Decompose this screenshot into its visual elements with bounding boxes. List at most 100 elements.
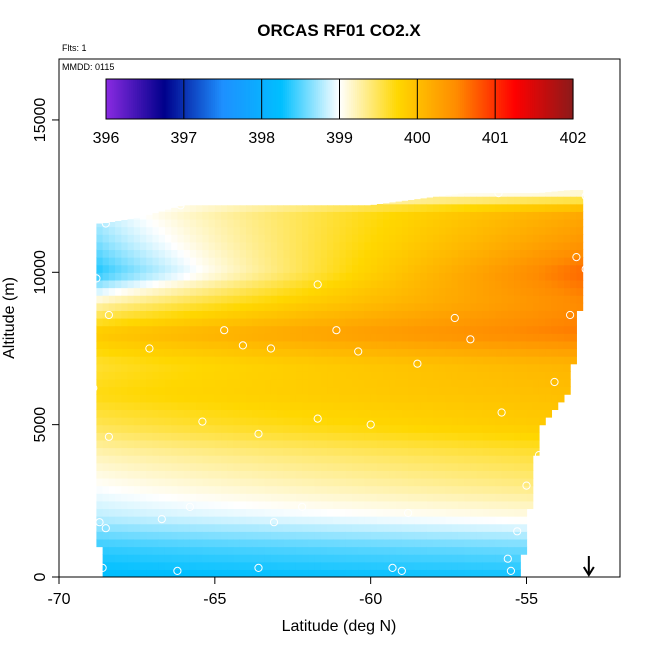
heatmap-cell <box>214 249 222 258</box>
heatmap-cell <box>102 223 110 228</box>
colorbar-segment <box>141 79 144 119</box>
heatmap-cell <box>196 264 203 273</box>
heatmap-cell <box>538 363 546 372</box>
heatmap-cell <box>289 371 297 380</box>
heatmap-cell <box>171 378 179 388</box>
heatmap-cell <box>526 287 534 296</box>
heatmap-cell <box>420 363 428 372</box>
colorbar-segment <box>216 79 220 119</box>
heatmap-cell <box>445 234 453 243</box>
heatmap-cell <box>239 554 247 563</box>
heatmap-cell <box>333 333 341 342</box>
heatmap-cell <box>570 333 577 342</box>
heatmap-cell <box>189 508 197 517</box>
heatmap-cell <box>233 531 241 540</box>
heatmap-cell <box>370 264 378 273</box>
heatmap-cell <box>457 546 465 555</box>
heatmap-cell <box>476 279 484 289</box>
heatmap-cell <box>339 561 347 570</box>
colorbar-segment <box>467 79 471 119</box>
heatmap-cell <box>489 546 496 555</box>
heatmap-cell <box>358 493 366 502</box>
heatmap-cell <box>507 417 515 426</box>
heatmap-cell <box>146 249 154 258</box>
heatmap-cell <box>520 462 528 471</box>
heatmap-cell <box>451 470 459 479</box>
heatmap-cell <box>227 302 235 311</box>
heatmap-cell <box>495 211 503 220</box>
heatmap-cell <box>133 310 141 319</box>
heatmap-cell <box>495 546 503 555</box>
heatmap-cell <box>233 211 241 220</box>
heatmap-cell <box>333 386 341 395</box>
heatmap-cell <box>202 538 210 548</box>
heatmap-cell <box>532 409 540 418</box>
heatmap-cell <box>526 325 534 334</box>
heatmap-cell <box>270 333 278 342</box>
heatmap-cell <box>408 455 415 464</box>
heatmap-cell <box>457 302 465 311</box>
heatmap-cell <box>482 249 490 258</box>
heatmap-cell <box>414 439 422 449</box>
heatmap-cell <box>277 264 284 273</box>
heatmap-cell <box>102 447 110 456</box>
heatmap-cell <box>233 302 241 311</box>
heatmap-cell <box>457 470 465 479</box>
heatmap-cell <box>146 356 154 365</box>
heatmap-cell <box>96 325 104 334</box>
heatmap-cell <box>470 493 478 502</box>
heatmap-cell <box>258 264 266 273</box>
heatmap-cell <box>489 196 496 205</box>
heatmap-cell <box>333 516 341 525</box>
heatmap-cell <box>351 302 359 311</box>
heatmap-cell <box>258 417 266 426</box>
heatmap-cell <box>345 272 353 281</box>
heatmap-cell <box>133 302 141 311</box>
heatmap-cell <box>233 432 241 441</box>
heatmap-cell <box>376 432 384 441</box>
heatmap-cell <box>289 477 297 487</box>
heatmap-cell <box>270 241 278 251</box>
heatmap-cell <box>507 516 515 525</box>
heatmap-cell <box>520 196 528 205</box>
heatmap-cell <box>146 508 154 517</box>
heatmap-cell <box>227 257 235 266</box>
heatmap-cell <box>383 264 390 273</box>
heatmap-cell <box>171 264 179 273</box>
heatmap-cell <box>489 272 496 281</box>
heatmap-cell <box>482 356 490 365</box>
heatmap-cell <box>570 241 577 251</box>
heatmap-cell <box>246 531 253 540</box>
heatmap-cell <box>258 348 266 357</box>
heatmap-cell <box>108 333 116 342</box>
heatmap-cell <box>401 386 409 395</box>
heatmap-cell <box>146 493 154 502</box>
heatmap-cell <box>127 508 135 517</box>
heatmap-cell <box>121 378 129 388</box>
heatmap-cell <box>570 272 577 281</box>
heatmap-cell <box>364 340 372 350</box>
heatmap-cell <box>351 417 359 426</box>
heatmap-cell <box>514 272 521 281</box>
heatmap-cell <box>557 264 565 273</box>
heatmap-cell <box>320 386 328 395</box>
heatmap-cell <box>408 485 415 494</box>
heatmap-cell <box>177 447 185 456</box>
heatmap-cell <box>164 287 172 296</box>
heatmap-cell <box>433 356 440 365</box>
heatmap-cell <box>246 516 253 525</box>
heatmap-cell <box>183 211 191 220</box>
heatmap-cell <box>557 394 565 403</box>
heatmap-cell <box>414 257 422 266</box>
heatmap-cell <box>183 257 191 266</box>
heatmap-cell <box>283 538 291 548</box>
heatmap-cell <box>320 363 328 372</box>
heatmap-cell <box>370 455 378 464</box>
heatmap-cell <box>239 218 247 228</box>
heatmap-cell <box>177 272 185 281</box>
heatmap-cell <box>445 371 453 380</box>
heatmap-cell <box>115 226 122 235</box>
colorbar-segment <box>240 79 243 119</box>
heatmap-cell <box>158 455 166 464</box>
colorbar-segment <box>409 79 413 119</box>
